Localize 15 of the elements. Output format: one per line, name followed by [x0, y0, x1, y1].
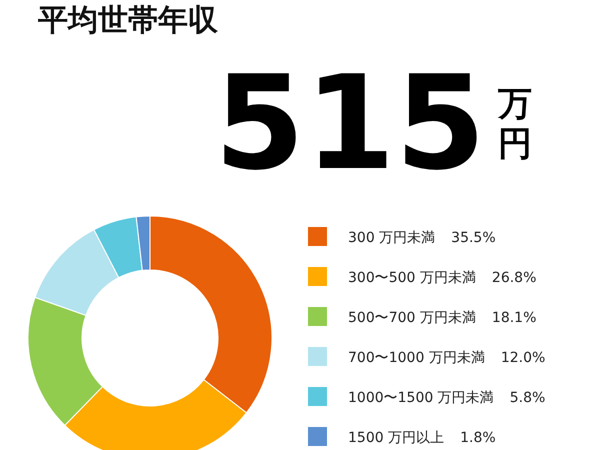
data-label: 18.1%: [492, 310, 536, 326]
chart-title: 平均世帯年収: [37, 3, 219, 38]
legend-label: 700〜1000 万円未満: [348, 350, 485, 366]
chart-subtitle: 515: [214, 47, 486, 199]
legend-label: 1000〜1500 万円未満: [348, 390, 494, 406]
legend-label: 500〜700 万円未満: [348, 310, 476, 326]
legend-label: 1500 万円以上: [348, 430, 444, 446]
text: 万円: [497, 84, 532, 164]
legend-label: 300〜500 万円未満: [348, 270, 476, 286]
data-label: 35.5%: [451, 230, 496, 246]
data-label: 1.8%: [460, 430, 496, 446]
data-label: 12.0%: [500, 350, 546, 366]
data-label: 26.8%: [492, 270, 536, 286]
data-label: 5.8%: [510, 390, 546, 406]
legend-label: 300 万円未満: [348, 230, 436, 246]
